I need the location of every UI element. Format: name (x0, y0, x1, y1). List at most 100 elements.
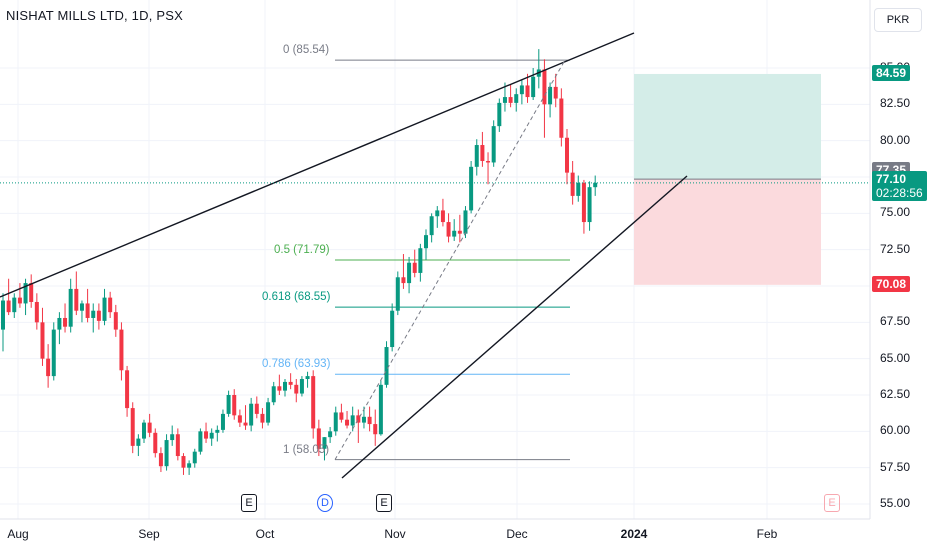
event-marker-earnings[interactable]: E (241, 494, 257, 512)
stop-price-badge: 70.08 (872, 275, 911, 292)
position-zones (634, 73, 821, 285)
fib-level-label: 0 (85.54) (283, 44, 330, 57)
stop-zone (634, 179, 821, 285)
candle (570, 161, 575, 205)
x-tick-label: Sep (138, 527, 160, 541)
candle (147, 413, 152, 438)
event-marker-dividend[interactable]: D (317, 494, 333, 512)
candle (288, 373, 293, 390)
candle (412, 249, 417, 278)
candle (164, 434, 169, 471)
candle (333, 406, 338, 436)
candle (565, 129, 569, 185)
candle (446, 213, 451, 243)
lower-trendline (341, 175, 688, 479)
candle (220, 409, 225, 433)
candle (277, 374, 282, 395)
candle (108, 291, 113, 318)
x-tick-label: Nov (384, 527, 406, 541)
target-price-badge: 84.59 (872, 64, 911, 81)
candle (209, 428, 214, 446)
candle (508, 83, 513, 108)
event-marker-earnings-future[interactable]: E (824, 494, 840, 512)
candle (271, 381, 276, 406)
candle (51, 322, 56, 381)
fib-level-label: 0.786 (63.93) (262, 358, 331, 371)
candle (593, 175, 598, 196)
candle (29, 274, 34, 308)
y-tick-label: 65.00 (880, 350, 911, 365)
candle (440, 198, 445, 227)
x-tick-label: 2024 (620, 527, 648, 541)
y-tick-label: 55.00 (880, 496, 911, 510)
candle (559, 88, 564, 147)
candle (576, 175, 581, 202)
candle (384, 341, 389, 388)
candle (74, 271, 79, 316)
candle (68, 278, 73, 333)
candle (435, 206, 440, 228)
candle (311, 370, 316, 439)
candle (181, 453, 186, 475)
candle (457, 214, 462, 243)
candle (373, 409, 378, 446)
candle (356, 409, 361, 443)
candle (553, 73, 558, 108)
candle (581, 179, 586, 234)
candle (187, 460, 192, 475)
candle (215, 425, 220, 442)
candle (57, 312, 62, 345)
upper-trendline (0, 32, 635, 298)
candle (525, 73, 530, 103)
candle (40, 307, 45, 366)
event-marker-earnings[interactable]: E (376, 494, 392, 512)
candle (345, 410, 350, 429)
y-tick-label: 80.00 (880, 132, 911, 147)
y-tick-label: 72.50 (880, 241, 911, 256)
candle-series (1, 49, 598, 475)
fib-level-label: 0.618 (68.55) (262, 291, 331, 304)
trend-channel (0, 32, 870, 479)
candle (531, 68, 536, 100)
candle (79, 300, 84, 323)
candle (249, 397, 254, 432)
candle (316, 419, 321, 457)
candle (339, 403, 344, 423)
candle (283, 379, 287, 397)
candle (226, 390, 231, 417)
candle (519, 79, 524, 105)
x-tick-label: Oct (255, 527, 275, 541)
currency-selector[interactable]: PKR (874, 8, 922, 32)
candle (153, 428, 158, 458)
candle (407, 256, 412, 294)
candle (254, 396, 259, 419)
candle (23, 278, 28, 316)
candle (548, 82, 553, 118)
candle (491, 120, 496, 167)
candle (12, 293, 17, 318)
candle (266, 397, 271, 426)
candle (424, 229, 428, 260)
countdown-label: 02:28:56 (876, 185, 923, 200)
candle (542, 59, 547, 138)
candle (85, 288, 90, 323)
candle (113, 304, 118, 337)
candle (175, 428, 180, 461)
candle (34, 293, 39, 330)
candle (1, 293, 5, 352)
candle (429, 213, 434, 243)
candle (305, 371, 310, 388)
x-tick-label: Feb (756, 527, 778, 541)
candle (204, 422, 209, 443)
candle (142, 419, 146, 443)
candle (418, 243, 423, 282)
candle (63, 303, 68, 333)
x-tick-label: Aug (7, 527, 29, 541)
candle (260, 408, 265, 429)
fib-retracement (335, 59, 570, 461)
y-tick-label: 60.00 (880, 423, 911, 438)
y-tick-label: 82.50 (880, 96, 911, 111)
x-tick-label: Dec (506, 527, 528, 541)
candle (328, 426, 333, 443)
